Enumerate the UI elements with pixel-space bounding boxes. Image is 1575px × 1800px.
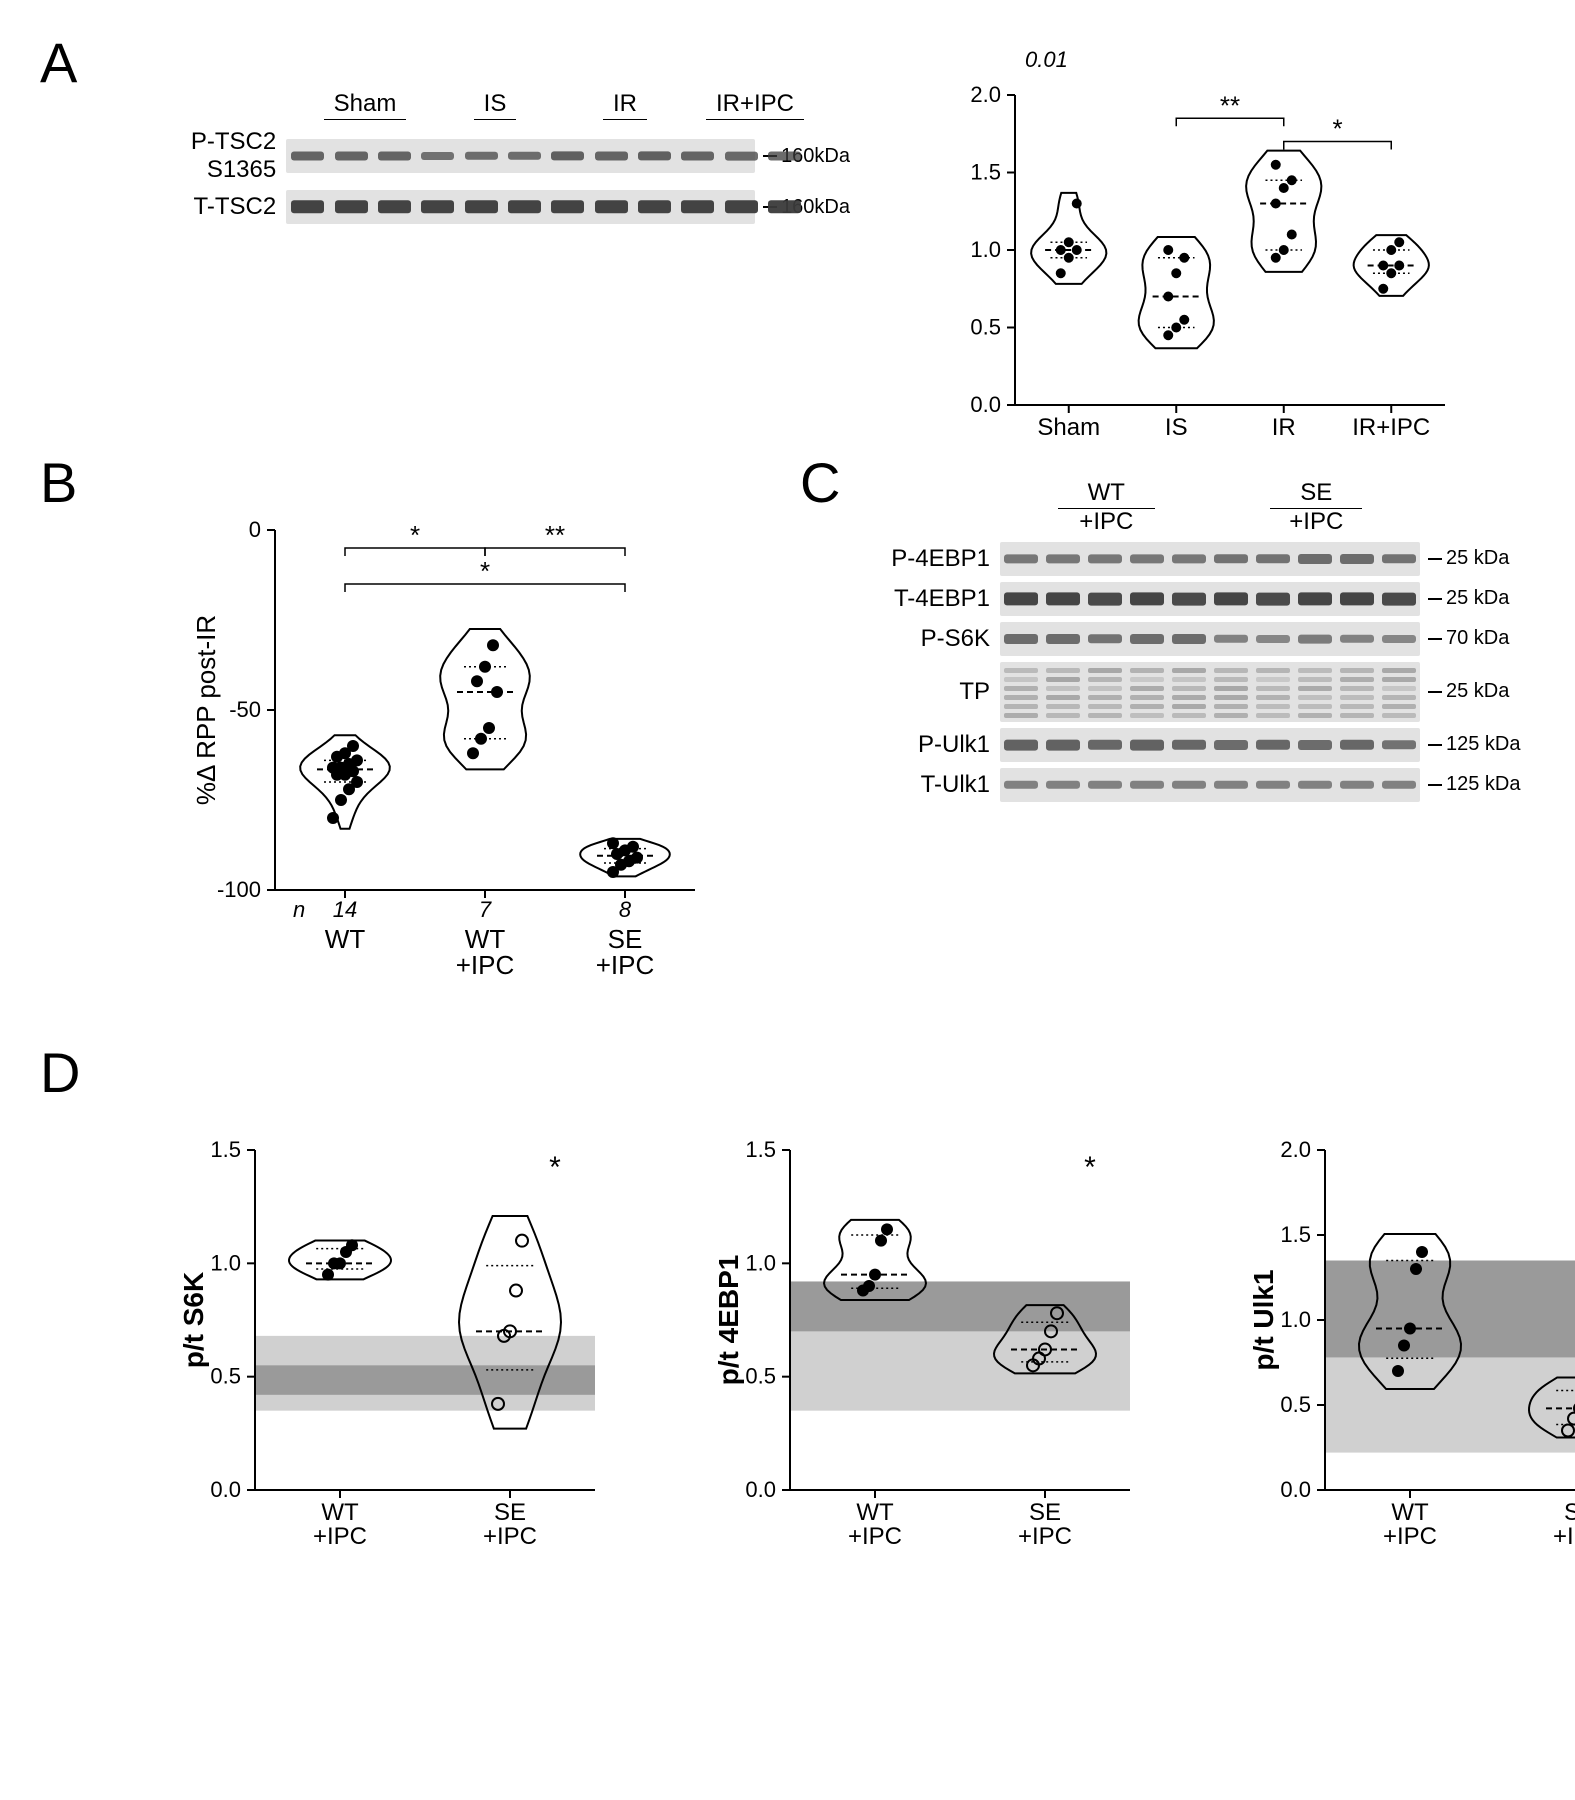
panel-b-violin-chart: -100 -50 0 %Δ RPP post-IR WT14 WT+IPC7 SE+IPC8… (190, 470, 705, 985)
blot-group-label: IR+IPC (690, 90, 820, 118)
svg-text:IR+IPC: IR+IPC (1352, 414, 1430, 441)
blot-group-label: WT+IPC (1058, 480, 1155, 536)
svg-text:SE+IPC: SE+IPC (483, 1499, 537, 1550)
svg-text:**: ** (545, 520, 565, 550)
kda-label: 125 kDa (1420, 773, 1521, 796)
panel-label-d: D (40, 1040, 80, 1105)
svg-text:*: * (410, 520, 420, 550)
blot-strip (1000, 542, 1420, 576)
blot-row-label: T-4EBP1 (880, 585, 1000, 613)
svg-text:14: 14 (333, 897, 357, 922)
kda-label: 25 kDa (1420, 547, 1509, 570)
blot-row-label: T-TSC2 (150, 193, 286, 221)
blot-row-label: P-Ulk1 (880, 731, 1000, 759)
svg-text:1.0: 1.0 (1280, 1307, 1311, 1332)
svg-text:IR: IR (1272, 414, 1296, 441)
svg-text:0.5: 0.5 (745, 1364, 776, 1389)
blot-row-label: P-S6K (880, 625, 1000, 653)
blot-strip (1000, 622, 1420, 656)
kda-label: 70 kDa (1420, 627, 1509, 650)
svg-text:**: ** (1220, 90, 1240, 120)
kda-label: 25 kDa (1420, 587, 1509, 610)
svg-text:-50: -50 (229, 697, 261, 722)
svg-text:0.01: 0.01 (1025, 47, 1068, 72)
blot-group-label: Sham (300, 90, 430, 118)
panel-d-chart-2: 0.00.51.01.52.0p/t Ulk1WT+IPCSE+IPC* (1250, 1120, 1575, 1575)
svg-text:WT+IPC: WT+IPC (456, 924, 515, 980)
svg-text:1.5: 1.5 (1280, 1222, 1311, 1247)
blot-group-label: SE+IPC (1270, 480, 1362, 536)
blot-group-label: IS (430, 90, 560, 118)
svg-text:0: 0 (249, 517, 261, 542)
svg-text:p/t Ulk1: p/t Ulk1 (1250, 1269, 1279, 1370)
svg-text:%Δ RPP post-IR: %Δ RPP post-IR (191, 615, 221, 805)
svg-text:1.5: 1.5 (210, 1137, 241, 1162)
panel-label-b: B (40, 450, 77, 515)
svg-text:p/t S6K: p/t S6K (180, 1272, 209, 1368)
svg-text:Sham: Sham (1037, 414, 1100, 441)
blot-group-label: IR (560, 90, 690, 118)
svg-text:7: 7 (479, 897, 492, 922)
panel-d-chart-0: 0.0 0.5 1.0 1.5 p/t S6K WT+IPC SE+IPC * (180, 1120, 605, 1575)
blot-strip (286, 139, 755, 173)
kda-label: 25 kDa (1420, 680, 1509, 703)
panel-a-chart: 0.00.51.01.52.0ShamISIRIR+IPC0.01*** (960, 40, 1455, 460)
svg-text:0.5: 0.5 (210, 1364, 241, 1389)
svg-text:8: 8 (619, 897, 632, 922)
panel-b-chart: -100 -50 0 %Δ RPP post-IR WT14 WT+IPC7 SE+IPC8… (190, 470, 705, 985)
svg-text:SE+IPC: SE+IPC (1018, 1499, 1072, 1550)
svg-text:1.0: 1.0 (970, 237, 1001, 262)
blot-strip (1000, 662, 1420, 722)
svg-text:WT+IPC: WT+IPC (848, 1499, 902, 1550)
svg-text:1.5: 1.5 (745, 1137, 776, 1162)
svg-text:0.0: 0.0 (1280, 1477, 1311, 1502)
svg-text:2.0: 2.0 (970, 82, 1001, 107)
svg-text:0.0: 0.0 (745, 1477, 776, 1502)
blot-row-label: P-4EBP1 (880, 545, 1000, 573)
panel-a-blots: ShamISIRIR+IPCP-TSC2 S1365160kDaT-TSC216… (150, 90, 850, 226)
panel-label-c: C (800, 450, 840, 515)
panel-a-violin-chart: 0.00.51.01.52.0ShamISIRIR+IPC0.01*** (960, 40, 1455, 460)
svg-text:n: n (293, 897, 305, 922)
svg-text:*: * (480, 556, 490, 586)
svg-text:WT+IPC: WT+IPC (1383, 1499, 1437, 1550)
svg-text:p/t 4EBP1: p/t 4EBP1 (715, 1255, 744, 1386)
blot-strip (1000, 728, 1420, 762)
blot-strip (1000, 582, 1420, 616)
svg-text:0.5: 0.5 (1280, 1392, 1311, 1417)
svg-text:IS: IS (1165, 414, 1188, 441)
svg-text:0.0: 0.0 (970, 392, 1001, 417)
svg-text:1.5: 1.5 (970, 160, 1001, 185)
panel-d-chart-1: 0.0 0.5 1.0 1.5 p/t 4EBP1 WT+IPC SE+IPC * (715, 1120, 1140, 1575)
blot-row-label: P-TSC2 S1365 (150, 128, 286, 184)
svg-text:SE+IPC: SE+IPC (1553, 1499, 1575, 1550)
panel-label-a: A (40, 30, 77, 95)
svg-text:*: * (1084, 1151, 1096, 1184)
svg-text:WT: WT (325, 924, 366, 954)
blot-row-label: TP (880, 678, 1000, 706)
svg-text:WT+IPC: WT+IPC (313, 1499, 367, 1550)
svg-text:0.5: 0.5 (970, 315, 1001, 340)
svg-text:*: * (549, 1151, 561, 1184)
blot-row-label: T-Ulk1 (880, 771, 1000, 799)
svg-text:SE+IPC: SE+IPC (596, 924, 655, 980)
kda-label: 125 kDa (1420, 733, 1521, 756)
svg-text:*: * (1332, 114, 1342, 144)
blot-strip (1000, 768, 1420, 802)
panel-c-blots: WT+IPC SE+IPC P-4EBP1 25 kDa T-4EBP1 25 kDa P-… (880, 480, 1575, 804)
svg-text:2.0: 2.0 (1280, 1137, 1311, 1162)
svg-text:1.0: 1.0 (210, 1250, 241, 1275)
svg-text:-100: -100 (217, 877, 261, 902)
blot-strip (286, 190, 755, 224)
svg-text:1.0: 1.0 (745, 1250, 776, 1275)
panel-d-charts: 0.0 0.5 1.0 1.5 p/t S6K WT+IPC SE+IPC * 0.0 0.5 1.… (180, 1120, 1575, 1575)
svg-text:0.0: 0.0 (210, 1477, 241, 1502)
